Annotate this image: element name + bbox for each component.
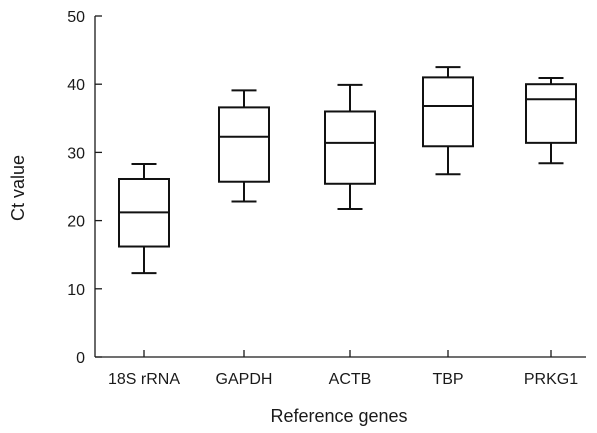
iqr-box [324,110,376,185]
iqr-box [422,76,474,148]
y-tick-label: 40 [67,77,85,94]
box-18s-rrna [118,162,170,275]
box-prkg1 [525,77,577,165]
y-tick-label: 10 [67,282,85,299]
y-axis-title: Ct value [8,155,28,221]
x-tick-label: GAPDH [216,371,273,388]
box-gapdh [218,89,270,203]
box-series [118,66,577,275]
x-tick-label: ACTB [329,371,372,388]
y-tick-label: 50 [67,9,85,26]
y-axis: 0 10 20 30 40 50 [67,9,102,367]
x-axis-title: Reference genes [270,406,407,426]
x-axis: 18S rRNA GAPDH ACTB TBP PRKG1 [95,350,586,388]
box-actb [324,83,376,211]
iqr-box [218,106,270,183]
x-tick-label: TBP [432,371,463,388]
x-tick-label: PRKG1 [524,371,578,388]
x-tick-label: 18S rRNA [108,371,180,388]
y-tick-label: 0 [76,350,85,367]
iqr-box [525,83,577,144]
y-tick-label: 20 [67,214,85,231]
box-tbp [422,66,474,176]
y-tick-label: 30 [67,145,85,162]
